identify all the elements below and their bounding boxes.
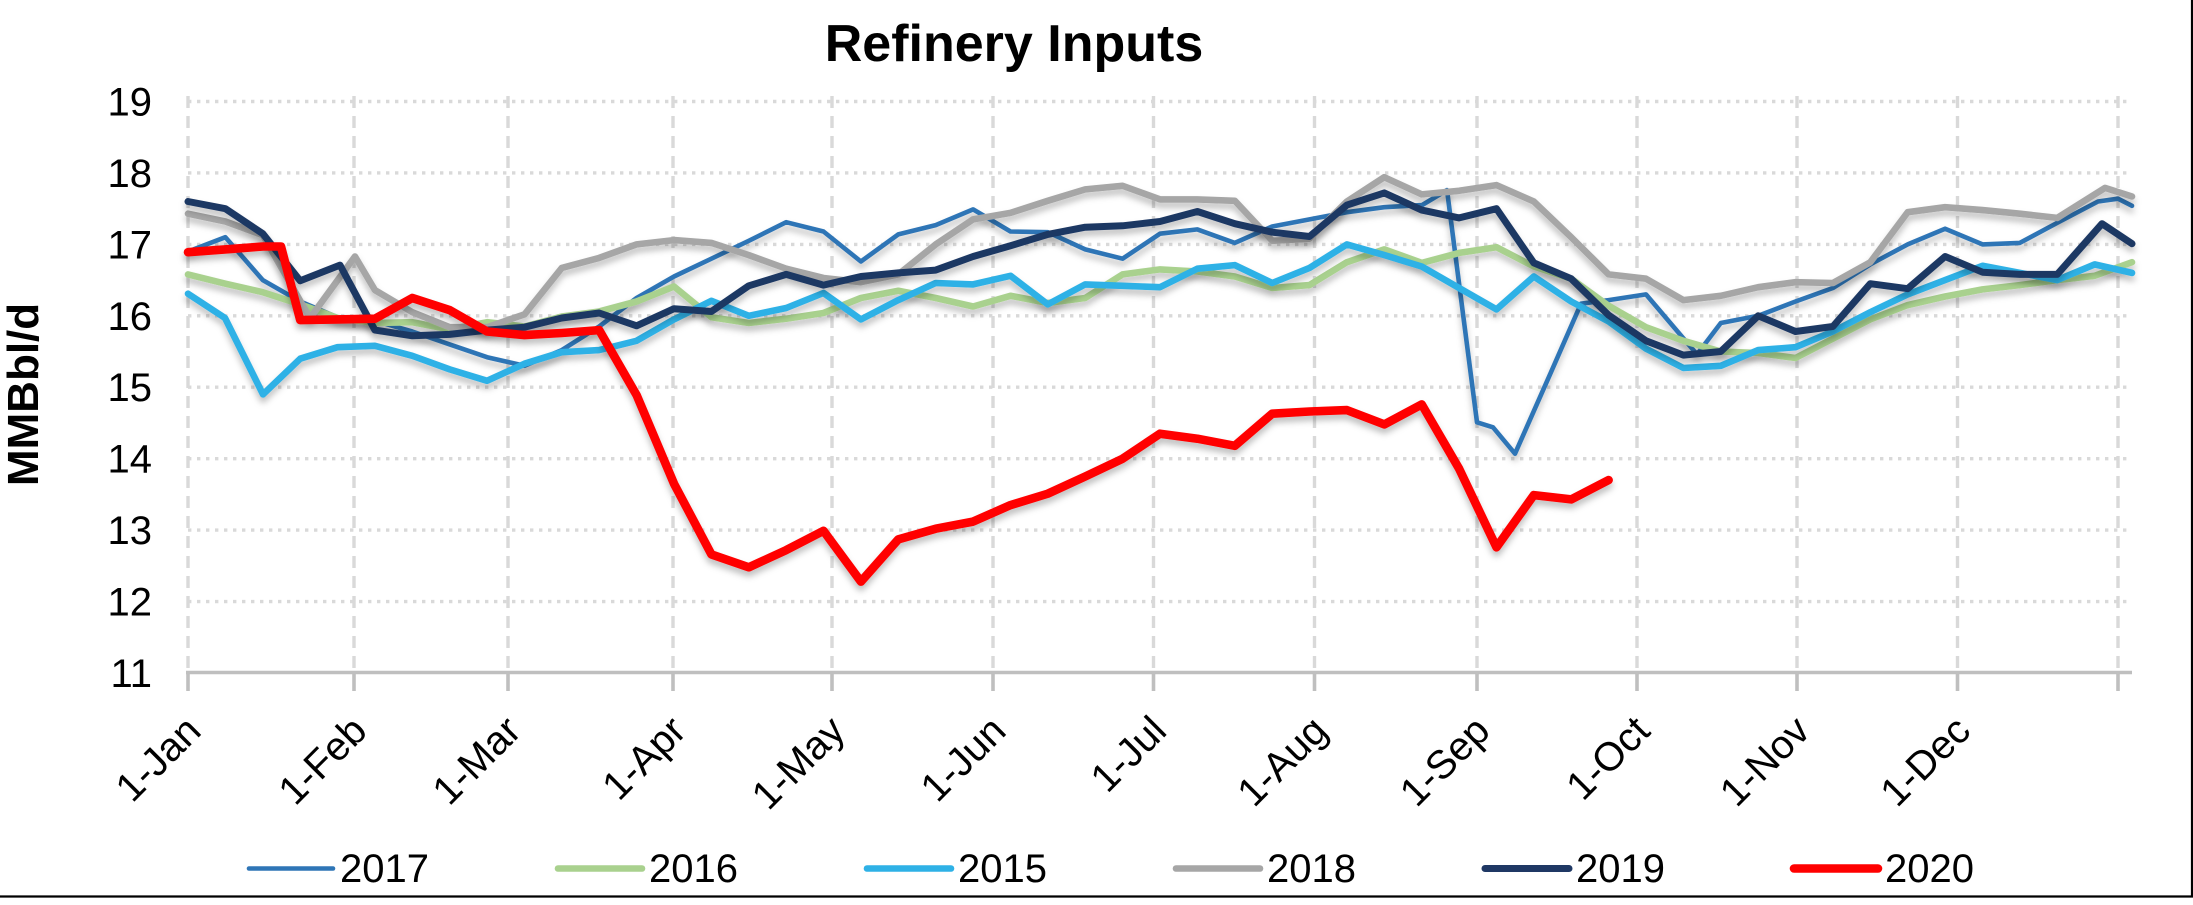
svg-text:16: 16 [108, 295, 153, 339]
svg-text:15: 15 [108, 366, 153, 410]
svg-text:17: 17 [108, 223, 153, 267]
svg-text:12: 12 [108, 581, 153, 625]
svg-text:MMBbl/d: MMBbl/d [0, 303, 48, 486]
svg-text:2015: 2015 [958, 847, 1047, 891]
svg-text:13: 13 [108, 509, 153, 553]
svg-text:2017: 2017 [340, 847, 429, 891]
svg-text:11: 11 [110, 652, 152, 696]
svg-text:18: 18 [108, 152, 153, 196]
svg-text:2016: 2016 [649, 847, 738, 891]
svg-text:2019: 2019 [1576, 847, 1665, 891]
svg-text:14: 14 [108, 438, 153, 482]
svg-text:2018: 2018 [1267, 847, 1356, 891]
svg-text:2020: 2020 [1885, 847, 1974, 891]
svg-text:19: 19 [108, 81, 153, 125]
svg-text:Refinery Inputs: Refinery Inputs [825, 15, 1204, 73]
